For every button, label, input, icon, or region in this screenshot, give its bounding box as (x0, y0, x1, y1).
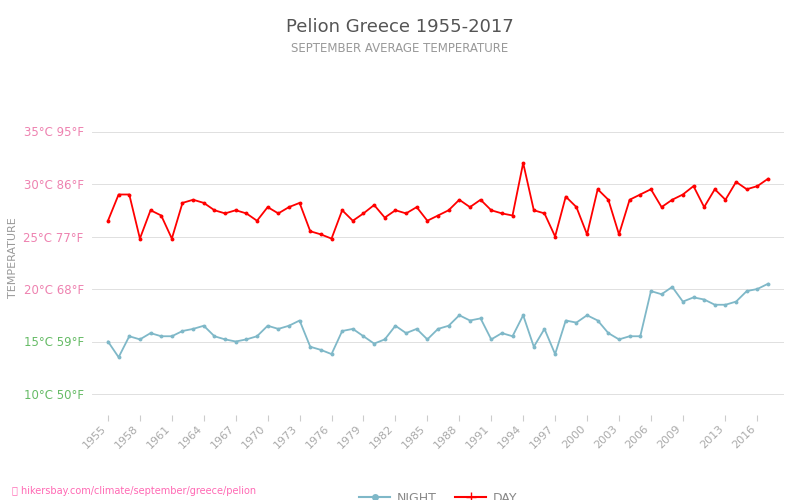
Text: Pelion Greece 1955-2017: Pelion Greece 1955-2017 (286, 18, 514, 36)
Text: SEPTEMBER AVERAGE TEMPERATURE: SEPTEMBER AVERAGE TEMPERATURE (291, 42, 509, 56)
Legend: NIGHT, DAY: NIGHT, DAY (354, 486, 522, 500)
Y-axis label: TEMPERATURE: TEMPERATURE (8, 217, 18, 298)
Text: 📍 hikersbay.com/climate/september/greece/pelion: 📍 hikersbay.com/climate/september/greece… (12, 486, 256, 496)
